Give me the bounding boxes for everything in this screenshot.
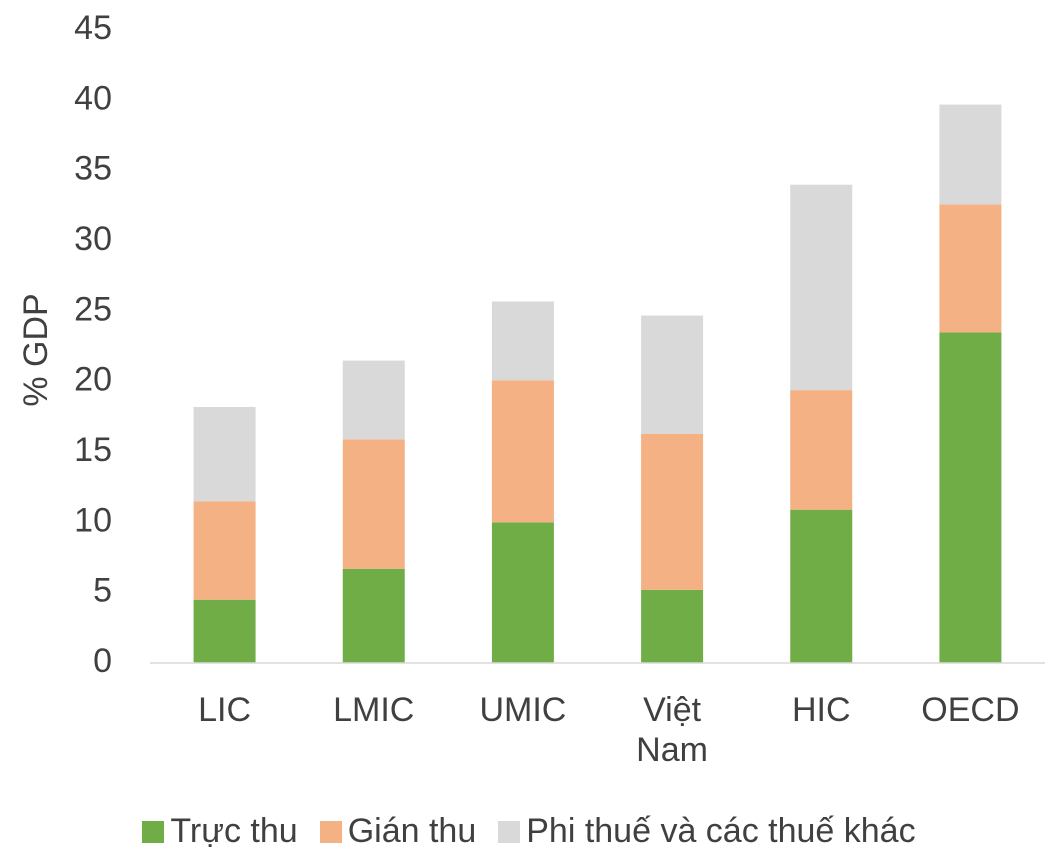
bar-segment xyxy=(491,522,554,663)
x-tick-label: HIC xyxy=(791,691,851,729)
y-tick-label: 5 xyxy=(93,572,112,610)
x-tick-label: Việt Nam xyxy=(636,691,708,769)
legend-item: Trực thu xyxy=(142,812,298,851)
y-tick-label: 0 xyxy=(93,642,112,680)
bar-segment xyxy=(193,599,256,663)
legend-swatch xyxy=(319,820,342,843)
bar-segment xyxy=(790,509,853,663)
bar-segment xyxy=(342,439,405,569)
bar-segment xyxy=(491,301,554,381)
bar-segment xyxy=(641,433,704,590)
y-tick-label: 15 xyxy=(74,431,112,469)
bar-segment xyxy=(491,380,554,523)
bar-segment xyxy=(939,104,1002,205)
bar-segment xyxy=(790,390,853,510)
legend-swatch xyxy=(142,820,165,843)
bar-segment xyxy=(193,406,256,502)
legend-item: Gián thu xyxy=(319,812,477,851)
bar-segment xyxy=(939,204,1002,333)
legend-swatch xyxy=(498,820,521,843)
bar-segment xyxy=(641,315,704,434)
bar-segment xyxy=(790,184,853,391)
y-tick-label: 25 xyxy=(74,290,112,328)
legend-item: Phi thuế và các thuế khác xyxy=(498,812,916,851)
x-tick-label: UMIC xyxy=(479,691,567,729)
legend-label: Gián thu xyxy=(347,812,477,850)
y-tick-label: 20 xyxy=(74,361,112,399)
bar-segment xyxy=(193,501,256,600)
y-tick-label: 40 xyxy=(74,79,112,117)
y-tick-label: 35 xyxy=(74,150,112,188)
legend-label: Trực thu xyxy=(170,812,298,850)
x-tick-label: OECD xyxy=(921,691,1020,729)
y-tick-label: 45 xyxy=(74,9,112,47)
bar-segment xyxy=(641,589,704,663)
legend-label: Phi thuế và các thuế khác xyxy=(526,812,916,850)
x-tick-label: LIC xyxy=(198,691,252,729)
bar-segment xyxy=(342,360,405,440)
x-tick-label: LMIC xyxy=(333,691,415,729)
legend: Trực thu Gián thu Phi thuế và các thuế khá… xyxy=(0,812,1058,851)
y-tick-label: 30 xyxy=(74,220,112,258)
bar-segment xyxy=(939,332,1002,663)
bar-segment xyxy=(342,568,405,663)
y-axis-label: % GDP xyxy=(17,293,55,406)
y-tick-label: 10 xyxy=(74,501,112,539)
